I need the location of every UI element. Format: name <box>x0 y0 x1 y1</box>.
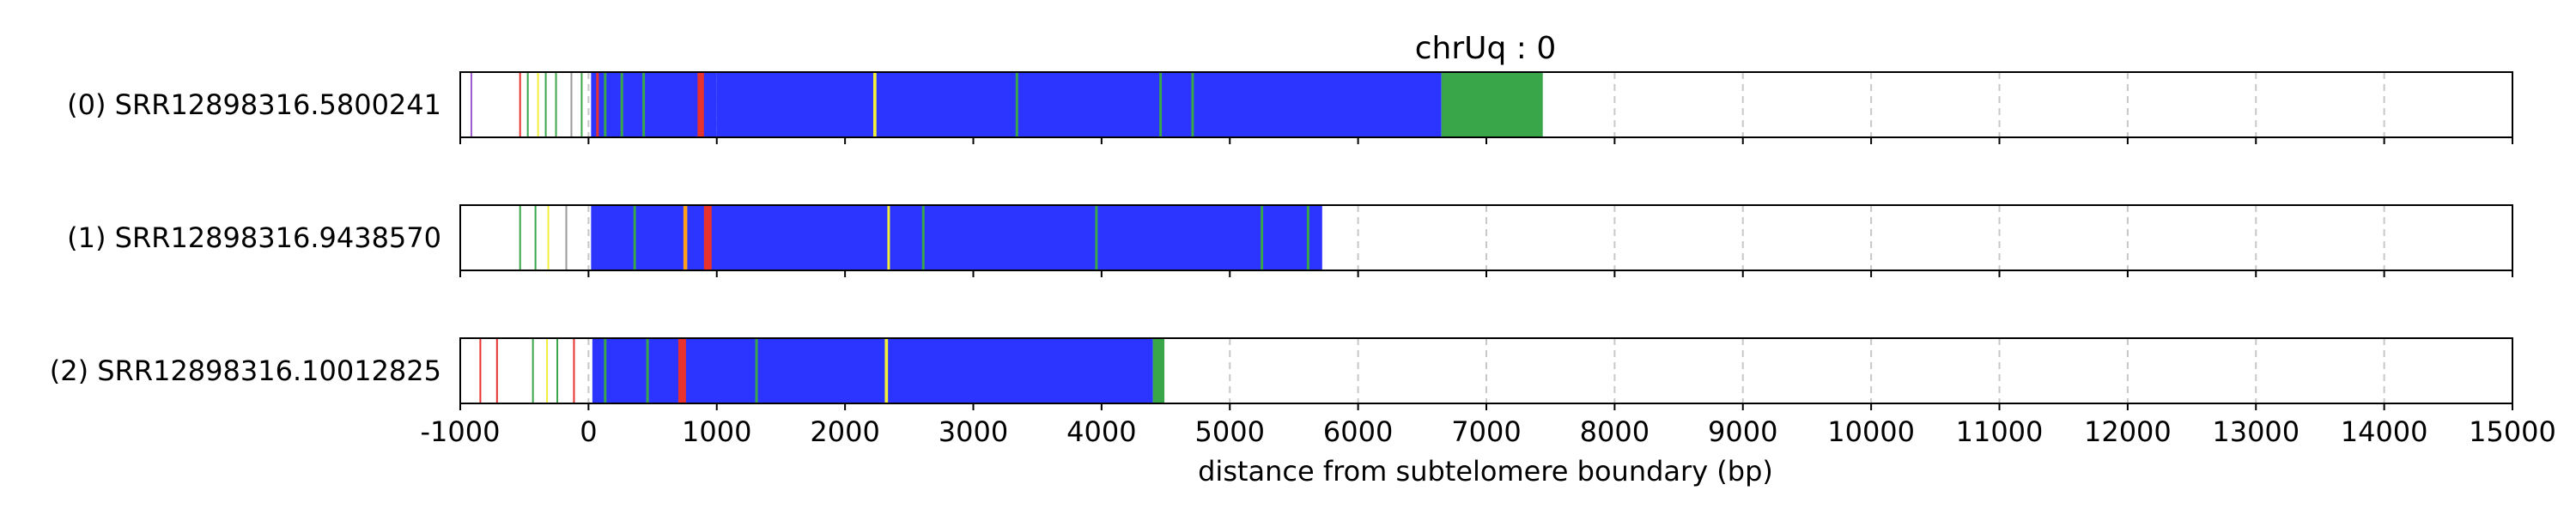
x-tick-label: 12000 <box>2084 415 2172 448</box>
read-segment <box>633 205 636 270</box>
read-segment <box>703 205 712 270</box>
read-segment <box>570 72 573 137</box>
x-tick-label: -1000 <box>421 415 501 448</box>
read-segment <box>887 205 890 270</box>
read-segment <box>565 205 568 270</box>
x-tick-label: 7000 <box>1451 415 1521 448</box>
read-tracks <box>470 72 1543 403</box>
x-tick-label: 5000 <box>1195 415 1265 448</box>
read-segment <box>604 72 607 137</box>
read-segment <box>534 205 537 270</box>
read-segment <box>537 72 539 137</box>
read-segment <box>884 338 889 403</box>
read-segment <box>716 72 1442 137</box>
track-frames: (0) SRR12898316.5800241 (1) SRR12898316.9… <box>50 71 2513 404</box>
x-tick-label: 13000 <box>2212 415 2300 448</box>
read-segment <box>495 338 498 403</box>
x-tick-label: 8000 <box>1580 415 1649 448</box>
read-segment <box>532 338 534 403</box>
read-segment <box>1152 338 1165 403</box>
read-segment <box>1306 205 1309 270</box>
x-axis-ticks: -1000 0 1000 2000 3000 4000 5000 6000 7000 8000 90… <box>421 137 2556 448</box>
x-tick-label: 14000 <box>2341 415 2428 448</box>
read-segment <box>755 338 758 403</box>
x-tick-label: 9000 <box>1708 415 1777 448</box>
read-segment <box>470 72 472 137</box>
read-segment <box>544 72 547 137</box>
x-tick-label: 11000 <box>1956 415 2044 448</box>
read-segment <box>646 338 649 403</box>
x-tick-label: 3000 <box>939 415 1008 448</box>
x-tick-label: 6000 <box>1323 415 1393 448</box>
read-segment <box>580 72 583 137</box>
read-segment <box>519 205 521 270</box>
read-segment <box>479 338 482 403</box>
x-tick-label: 4000 <box>1066 415 1136 448</box>
read-segment <box>526 72 529 137</box>
read-label: (1) SRR12898316.9438570 <box>67 221 441 254</box>
read-segment <box>620 72 623 137</box>
read-segment <box>555 72 557 137</box>
read-segment <box>697 72 704 137</box>
read-segment <box>519 72 521 137</box>
read-segment <box>556 338 559 403</box>
read-segment <box>546 338 549 403</box>
read-segment <box>872 72 877 137</box>
read-segment <box>1015 72 1018 137</box>
read-segment <box>1441 72 1543 137</box>
read-segment <box>1261 205 1264 270</box>
read-segment <box>1095 205 1098 270</box>
read-segment <box>591 72 717 137</box>
chart-title: chrUq : 0 <box>1415 31 1557 66</box>
x-tick-label: 10000 <box>1827 415 1915 448</box>
x-tick-label: 15000 <box>2469 415 2556 448</box>
read-segment <box>642 72 646 137</box>
read-segment <box>604 338 607 403</box>
read-segment <box>592 338 1153 403</box>
read-segment <box>1159 72 1163 137</box>
x-tick-label: 1000 <box>682 415 751 448</box>
x-axis-label: distance from subtelomere boundary (bp) <box>1198 455 1773 488</box>
read-segment <box>547 205 550 270</box>
read-segment <box>596 72 599 137</box>
x-tick-label: 2000 <box>810 415 879 448</box>
read-segment <box>683 205 688 270</box>
read-segment <box>1191 72 1194 137</box>
read-segment <box>591 205 1322 270</box>
read-segment <box>677 338 686 403</box>
read-label: (2) SRR12898316.10012825 <box>50 354 441 387</box>
x-tick-label: 0 <box>580 415 597 448</box>
read-segment <box>573 338 575 403</box>
read-label: (0) SRR12898316.5800241 <box>67 88 441 121</box>
read-segment <box>921 205 925 270</box>
